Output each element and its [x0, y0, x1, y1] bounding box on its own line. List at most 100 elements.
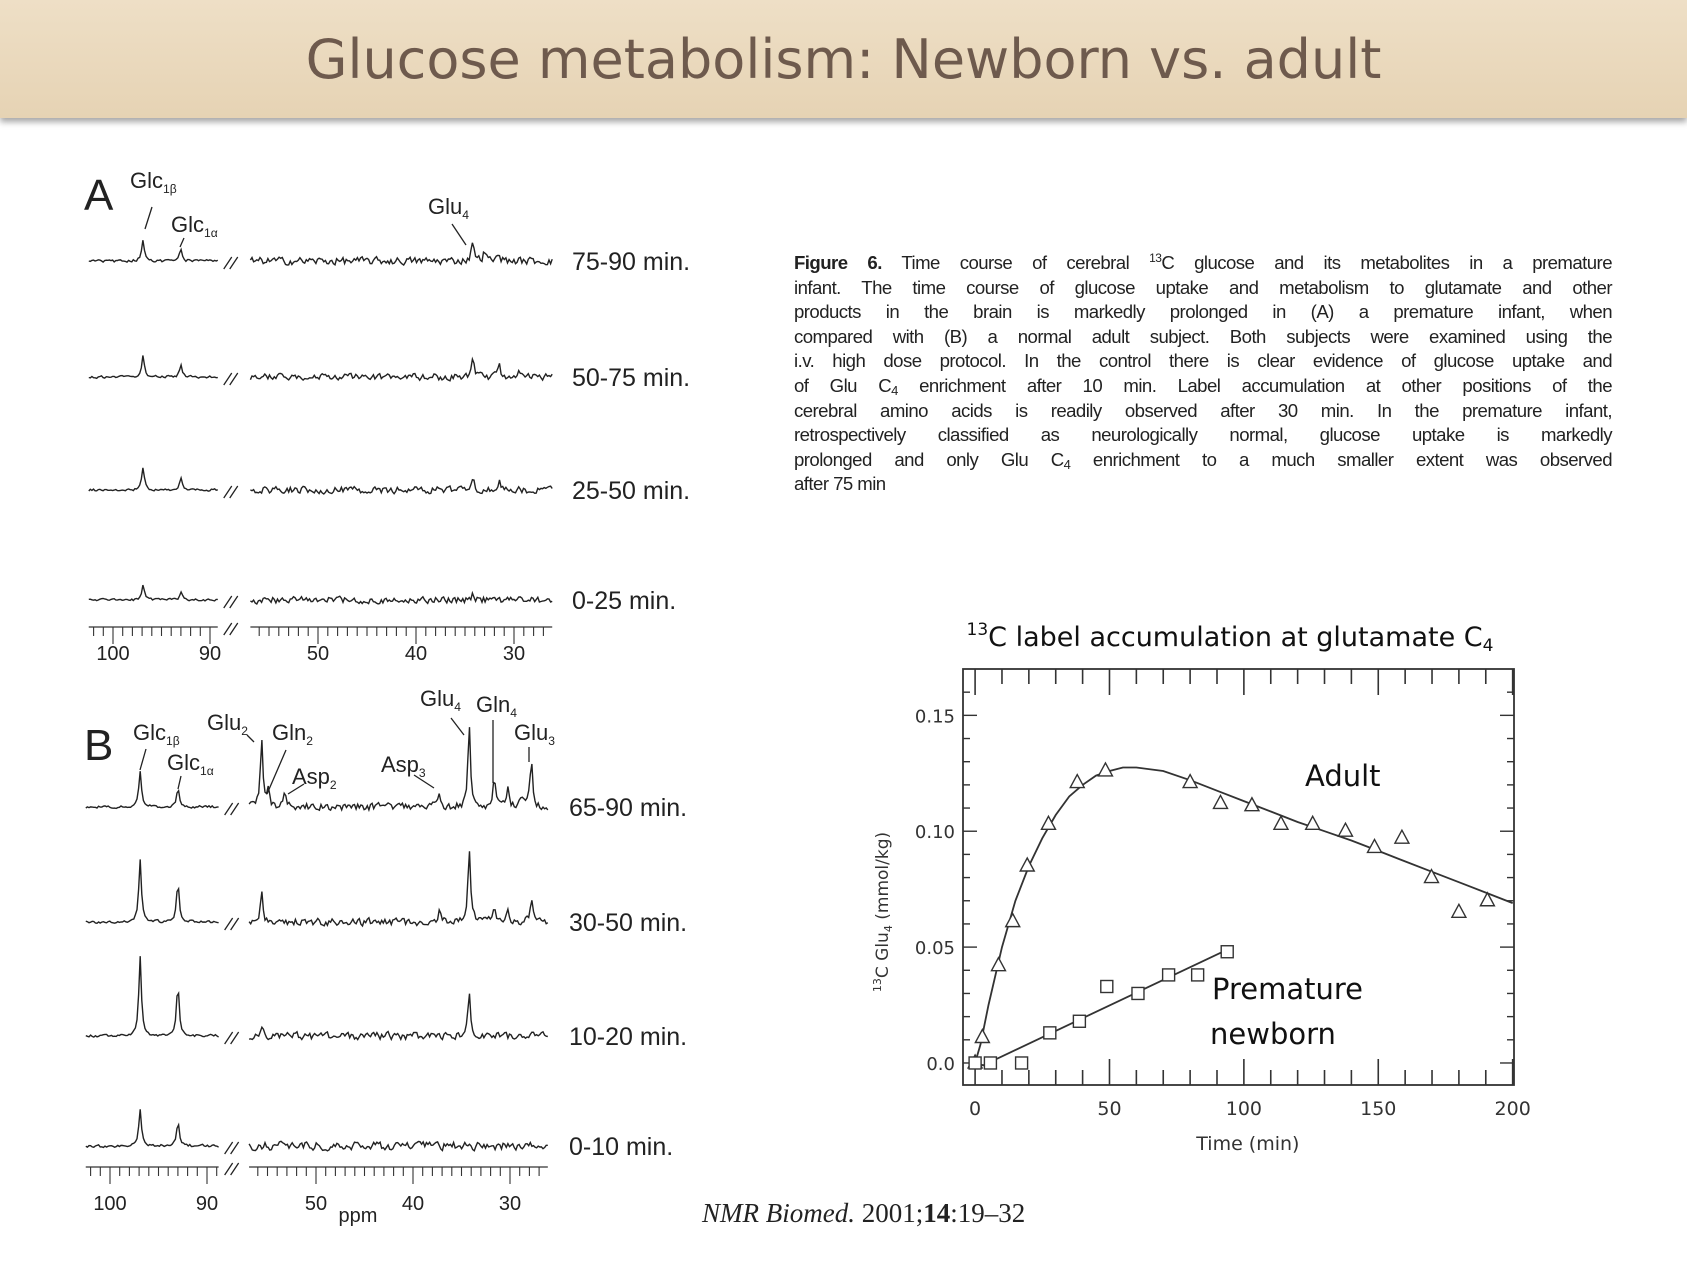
time-range-label: 10-20 min. — [569, 1023, 687, 1051]
ppm-axis-title: ppm — [339, 1205, 378, 1227]
spectrum-trace — [248, 851, 549, 928]
axis-break-marker — [223, 485, 239, 499]
ppm-tick-label: 100 — [96, 643, 129, 665]
peak-label: Asp3 — [381, 752, 426, 780]
axis-break-marker — [224, 802, 240, 816]
ppm-tick-label: 50 — [307, 643, 329, 665]
newborn-data-point — [1043, 1026, 1057, 1040]
y-tick-label: 0.15 — [915, 706, 955, 727]
peak-label: Glc1β — [133, 720, 180, 748]
y-tick-label: 0.05 — [915, 938, 955, 959]
axis-break-marker — [224, 1162, 240, 1176]
spectrum-trace — [248, 1140, 548, 1152]
newborn-data-point — [1072, 1014, 1087, 1028]
spectrum-trace — [85, 859, 219, 925]
adult-data-point — [1393, 828, 1411, 844]
y-tick-label: 0.10 — [915, 822, 955, 843]
ppm-tick-label: 30 — [503, 643, 525, 665]
x-tick-label: 50 — [1097, 1098, 1121, 1120]
citation-pages: :19–32 — [950, 1198, 1026, 1228]
peak-leader-line — [451, 223, 467, 246]
ppm-tick-label: 40 — [402, 1193, 424, 1215]
adult-data-point — [1272, 814, 1290, 830]
caption-line: cerebral amino acids is readily observed… — [794, 399, 1613, 421]
chart-title-text: C label accumulation at glutamate C — [988, 622, 1483, 653]
adult-fit-curve — [974, 766, 1514, 1064]
adult-data-point — [1019, 856, 1036, 872]
newborn-series-label-line1: Premature — [1212, 972, 1363, 1006]
spectrum-trace — [85, 771, 219, 810]
spectra-panel-a: 75-90 min. 50-75 min. 25-50 min. 0-25 min. 1… — [88, 168, 690, 665]
slide-title-bar: Glucose metabolism: Newborn vs. adult — [0, 0, 1687, 118]
chart-title: 13C label accumulation at glutamate C4 — [930, 622, 1530, 656]
panel-label-b: B — [84, 721, 113, 770]
axis-break-marker — [223, 372, 239, 386]
caption-line: i.v. high dose protocol. In the control … — [794, 350, 1613, 372]
time-range-label: 0-10 min. — [569, 1133, 673, 1161]
x-tick-label: 0 — [969, 1098, 981, 1120]
adult-data-point — [1004, 912, 1021, 928]
peak-label: Gln4 — [476, 692, 517, 720]
y-axis-title: 13C Glu4 (mmol/kg) — [871, 832, 895, 992]
spectrum-trace — [88, 240, 219, 264]
peak-leader-line — [450, 717, 465, 736]
ppm-tick-label: 40 — [405, 643, 427, 665]
adult-series-label: Adult — [1305, 759, 1381, 793]
peak-label: Asp2 — [292, 764, 337, 792]
newborn-data-point — [1190, 968, 1205, 982]
peak-label: Glu4 — [420, 686, 461, 714]
panel-label-a: A — [84, 171, 114, 220]
spectrum-trace — [88, 584, 218, 602]
axis-break-marker — [224, 1141, 240, 1155]
adult-data-point — [1423, 868, 1440, 884]
time-range-label: 75-90 min. — [572, 248, 690, 276]
spectrum-trace — [88, 467, 218, 492]
caption-figure-label: Figure 6. — [794, 252, 882, 273]
adult-data-point — [1181, 773, 1199, 789]
peak-leader-line — [413, 774, 435, 789]
adult-data-point — [1337, 821, 1354, 837]
ppm-tick-label: 100 — [93, 1193, 126, 1215]
ppm-tick-label: 30 — [499, 1193, 521, 1215]
spectrum-trace — [250, 478, 553, 495]
adult-data-point — [1366, 837, 1383, 854]
caption-line: prolonged and only Glu C4 enrichment to … — [794, 448, 1613, 472]
peak-leader-line — [139, 748, 147, 771]
newborn-data-point — [1131, 986, 1145, 1001]
peak-leader-line — [177, 775, 182, 790]
axis-break-marker — [224, 917, 240, 931]
peak-leader-line — [179, 237, 185, 248]
newborn-data-point — [1014, 1056, 1029, 1070]
caption-line: Figure 6. Time course of cerebral 13C gl… — [794, 251, 1613, 273]
chart-title-subscript: 4 — [1482, 636, 1494, 656]
newborn-series-label-line2: newborn — [1210, 1017, 1336, 1051]
axis-break-marker — [224, 1031, 240, 1045]
peak-label: Glu2 — [207, 710, 248, 738]
adult-data-point — [1097, 761, 1114, 777]
axis-break-marker — [223, 595, 239, 609]
ppm-tick-label: 50 — [305, 1193, 327, 1215]
x-axis-title: Time (min) — [1195, 1133, 1299, 1155]
peak-leader-line — [246, 734, 255, 743]
citation-volume: 14 — [923, 1198, 951, 1228]
spectrum-trace — [88, 355, 218, 380]
adult-data-point — [1450, 902, 1468, 919]
citation-year: 2001; — [854, 1198, 924, 1228]
glutamate-plot: 0 50 100 150 200 0.0 0.05 0.10 0.15 Time (min) 13C… — [871, 668, 1531, 1155]
caption-line: after 75 min — [794, 473, 886, 495]
slide-title: Glucose metabolism: Newborn vs. adult — [305, 27, 1382, 91]
peak-leader-line — [287, 783, 305, 795]
spectrum-trace — [249, 242, 553, 266]
x-tick-label: 150 — [1360, 1098, 1396, 1120]
ppm-tick-label: 90 — [196, 1193, 218, 1215]
newborn-fit-line — [974, 948, 1229, 1067]
citation: NMR Biomed. 2001;14:19–32 — [702, 1198, 1025, 1229]
x-tick-label: 100 — [1226, 1098, 1262, 1120]
adult-data-point — [1212, 793, 1229, 810]
caption-line: retrospectively classified as neurologic… — [794, 424, 1613, 446]
spectrum-trace — [85, 1109, 219, 1149]
spectrum-trace — [248, 727, 549, 813]
y-tick-label: 0.0 — [926, 1054, 955, 1075]
axis-break-marker — [223, 622, 239, 636]
adult-data-point — [1479, 891, 1496, 907]
